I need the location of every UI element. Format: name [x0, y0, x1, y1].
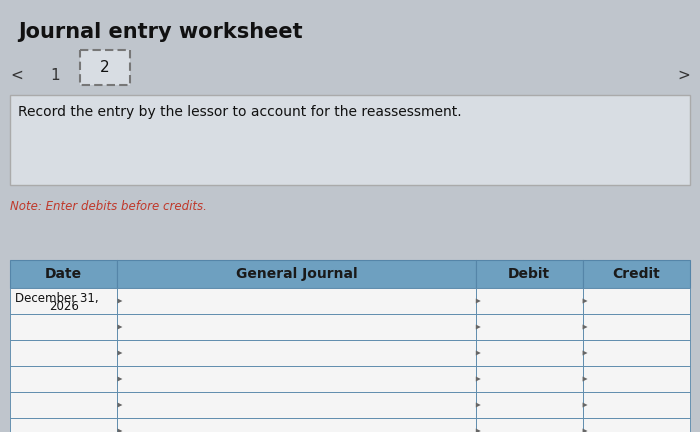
Bar	[118, 340, 476, 366]
Polygon shape	[118, 324, 122, 330]
Bar	[476, 260, 582, 288]
Bar	[10, 418, 118, 432]
Bar	[476, 392, 582, 418]
Bar	[582, 366, 690, 392]
Text: December 31,: December 31,	[15, 292, 99, 305]
Bar	[118, 314, 476, 340]
Text: Record the entry by the lessor to account for the reassessment.: Record the entry by the lessor to accoun…	[18, 105, 461, 119]
Polygon shape	[118, 429, 122, 432]
Bar	[582, 288, 690, 314]
Bar	[10, 366, 118, 392]
Bar	[10, 288, 118, 314]
Polygon shape	[582, 324, 587, 330]
Polygon shape	[582, 403, 587, 407]
Text: 1: 1	[50, 67, 60, 83]
Bar	[476, 340, 582, 366]
Polygon shape	[118, 377, 122, 381]
Text: Credit: Credit	[612, 267, 660, 281]
Bar	[80, 50, 130, 85]
Bar	[582, 260, 690, 288]
Bar	[10, 314, 118, 340]
Polygon shape	[118, 403, 122, 407]
Bar	[118, 260, 476, 288]
Polygon shape	[476, 324, 481, 330]
Bar	[10, 340, 118, 366]
Text: Debit: Debit	[508, 267, 550, 281]
Bar	[582, 314, 690, 340]
Polygon shape	[476, 377, 481, 381]
Bar	[476, 418, 582, 432]
Text: Date: Date	[46, 267, 83, 281]
Bar	[118, 418, 476, 432]
Text: General Journal: General Journal	[236, 267, 358, 281]
Bar	[118, 392, 476, 418]
Polygon shape	[476, 299, 481, 304]
Text: Journal entry worksheet: Journal entry worksheet	[18, 22, 302, 42]
Polygon shape	[582, 429, 587, 432]
Polygon shape	[476, 403, 481, 407]
Bar	[476, 314, 582, 340]
Polygon shape	[582, 377, 587, 381]
Polygon shape	[476, 350, 481, 356]
Bar	[476, 366, 582, 392]
Bar	[476, 288, 582, 314]
Text: <: <	[10, 67, 22, 83]
Polygon shape	[118, 350, 122, 356]
Bar	[582, 392, 690, 418]
Polygon shape	[118, 299, 122, 304]
Text: Note: Enter debits before credits.: Note: Enter debits before credits.	[10, 200, 207, 213]
Text: 2: 2	[100, 60, 110, 75]
Bar	[118, 288, 476, 314]
Polygon shape	[582, 299, 587, 304]
Bar	[10, 95, 690, 185]
Polygon shape	[476, 429, 481, 432]
Text: 2026: 2026	[49, 299, 78, 312]
Bar	[582, 418, 690, 432]
Bar	[10, 260, 118, 288]
Polygon shape	[582, 350, 587, 356]
Bar	[582, 340, 690, 366]
Bar	[118, 366, 476, 392]
Bar	[10, 392, 118, 418]
Text: >: >	[678, 67, 690, 83]
